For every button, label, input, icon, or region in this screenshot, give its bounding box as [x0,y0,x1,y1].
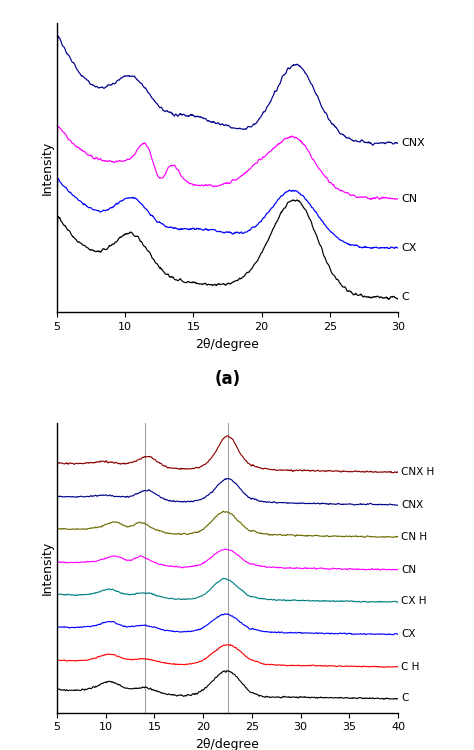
Text: CN: CN [401,194,417,203]
Y-axis label: Intensity: Intensity [41,140,54,194]
Text: C H: C H [401,662,419,671]
Text: CX: CX [401,628,416,639]
Text: CN: CN [401,565,416,574]
Text: CX: CX [401,244,416,254]
X-axis label: 2θ/degree: 2θ/degree [196,738,259,750]
Text: CX H: CX H [401,596,427,607]
Text: CNX: CNX [401,500,423,510]
Text: CNX H: CNX H [401,466,434,477]
Text: (a): (a) [214,370,241,388]
Y-axis label: Intensity: Intensity [41,541,54,595]
Text: CNX: CNX [401,139,425,148]
Text: C: C [401,292,409,302]
X-axis label: 2θ/degree: 2θ/degree [196,338,259,351]
Text: C: C [401,694,409,703]
Text: CN H: CN H [401,532,427,542]
